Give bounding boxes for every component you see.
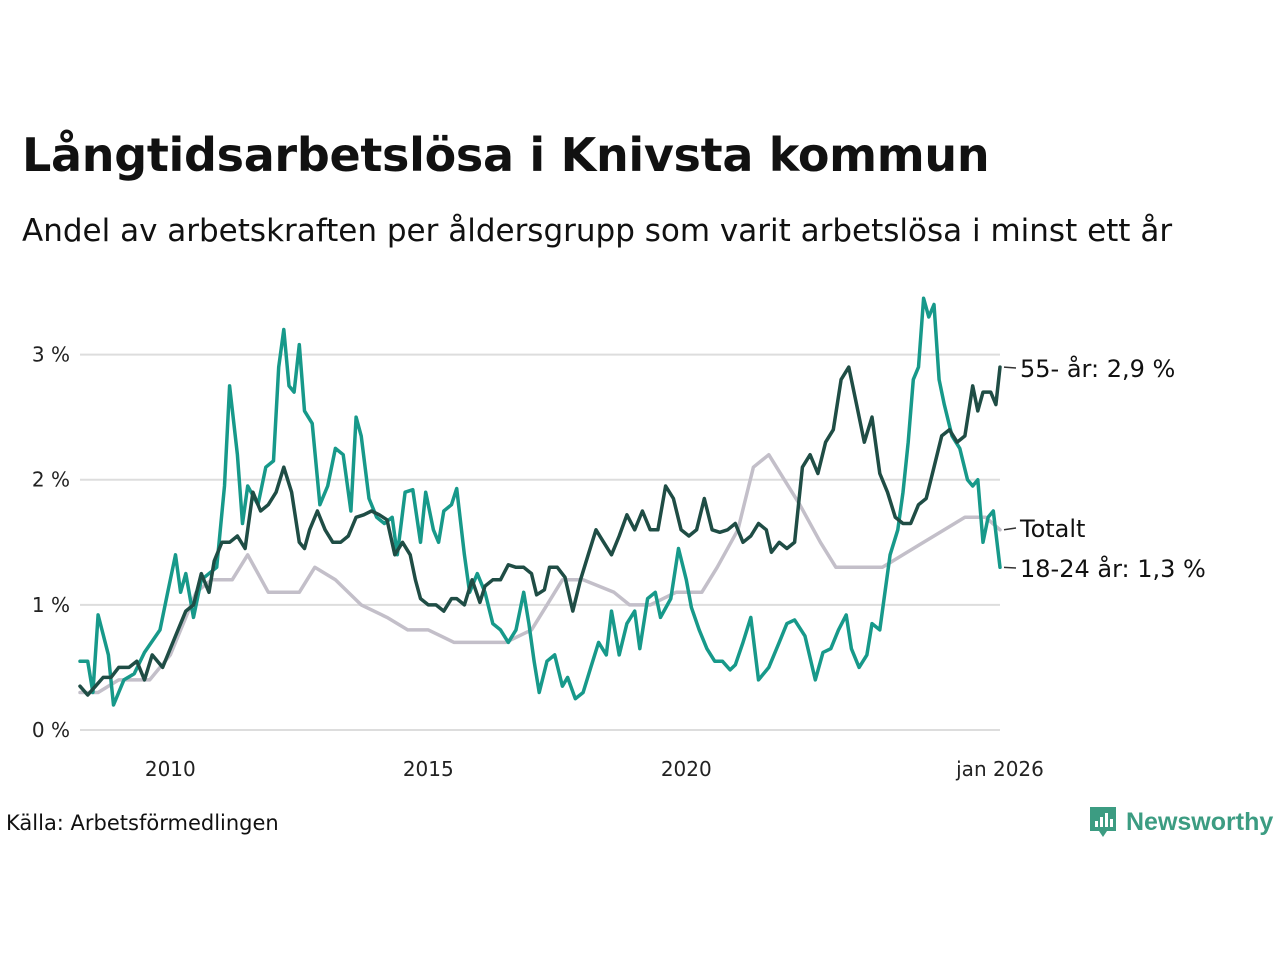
series-line-young (78, 296, 1002, 707)
series-end-labels: Totalt 18-24 år: 1,3 % 55- år: 2,9 % (1003, 354, 1206, 583)
brand-logo: Newsworthy (1088, 804, 1273, 840)
chart-subtitle: Andel av arbetskraften per åldersgrupp s… (22, 213, 1173, 249)
y-tick-label: 2 % (32, 468, 70, 492)
x-tick-label: 2015 (403, 757, 454, 781)
x-axis: 2010 2015 2020 jan 2026 (145, 757, 1044, 781)
series-line-older (78, 365, 1002, 697)
y-axis: 0 % 1 % 2 % 3 % (32, 343, 70, 742)
x-tick-label: 2020 (661, 757, 712, 781)
series-line-total (78, 452, 1002, 695)
newsworthy-logo-icon (1090, 807, 1116, 837)
end-label-leader-older (1003, 366, 1017, 369)
x-tick-label: 2010 (145, 757, 196, 781)
end-label-leader-young (1003, 566, 1017, 569)
series-lines (78, 296, 1002, 707)
source-note: Källa: Arbetsförmedlingen (6, 811, 279, 835)
y-tick-label: 3 % (32, 343, 70, 367)
end-label-leader-total (1003, 527, 1017, 531)
chart-title: Långtidsarbetslösa i Knivsta kommun (22, 128, 990, 182)
brand-name: Newsworthy (1126, 807, 1274, 836)
y-tick-label: 1 % (32, 593, 70, 617)
end-label-total: Totalt (1019, 515, 1085, 543)
gridlines (80, 353, 1000, 731)
end-label-young: 18-24 år: 1,3 % (1020, 554, 1206, 583)
end-label-older: 55- år: 2,9 % (1020, 354, 1175, 383)
y-tick-label: 0 % (32, 718, 70, 742)
x-tick-label: jan 2026 (955, 757, 1044, 781)
